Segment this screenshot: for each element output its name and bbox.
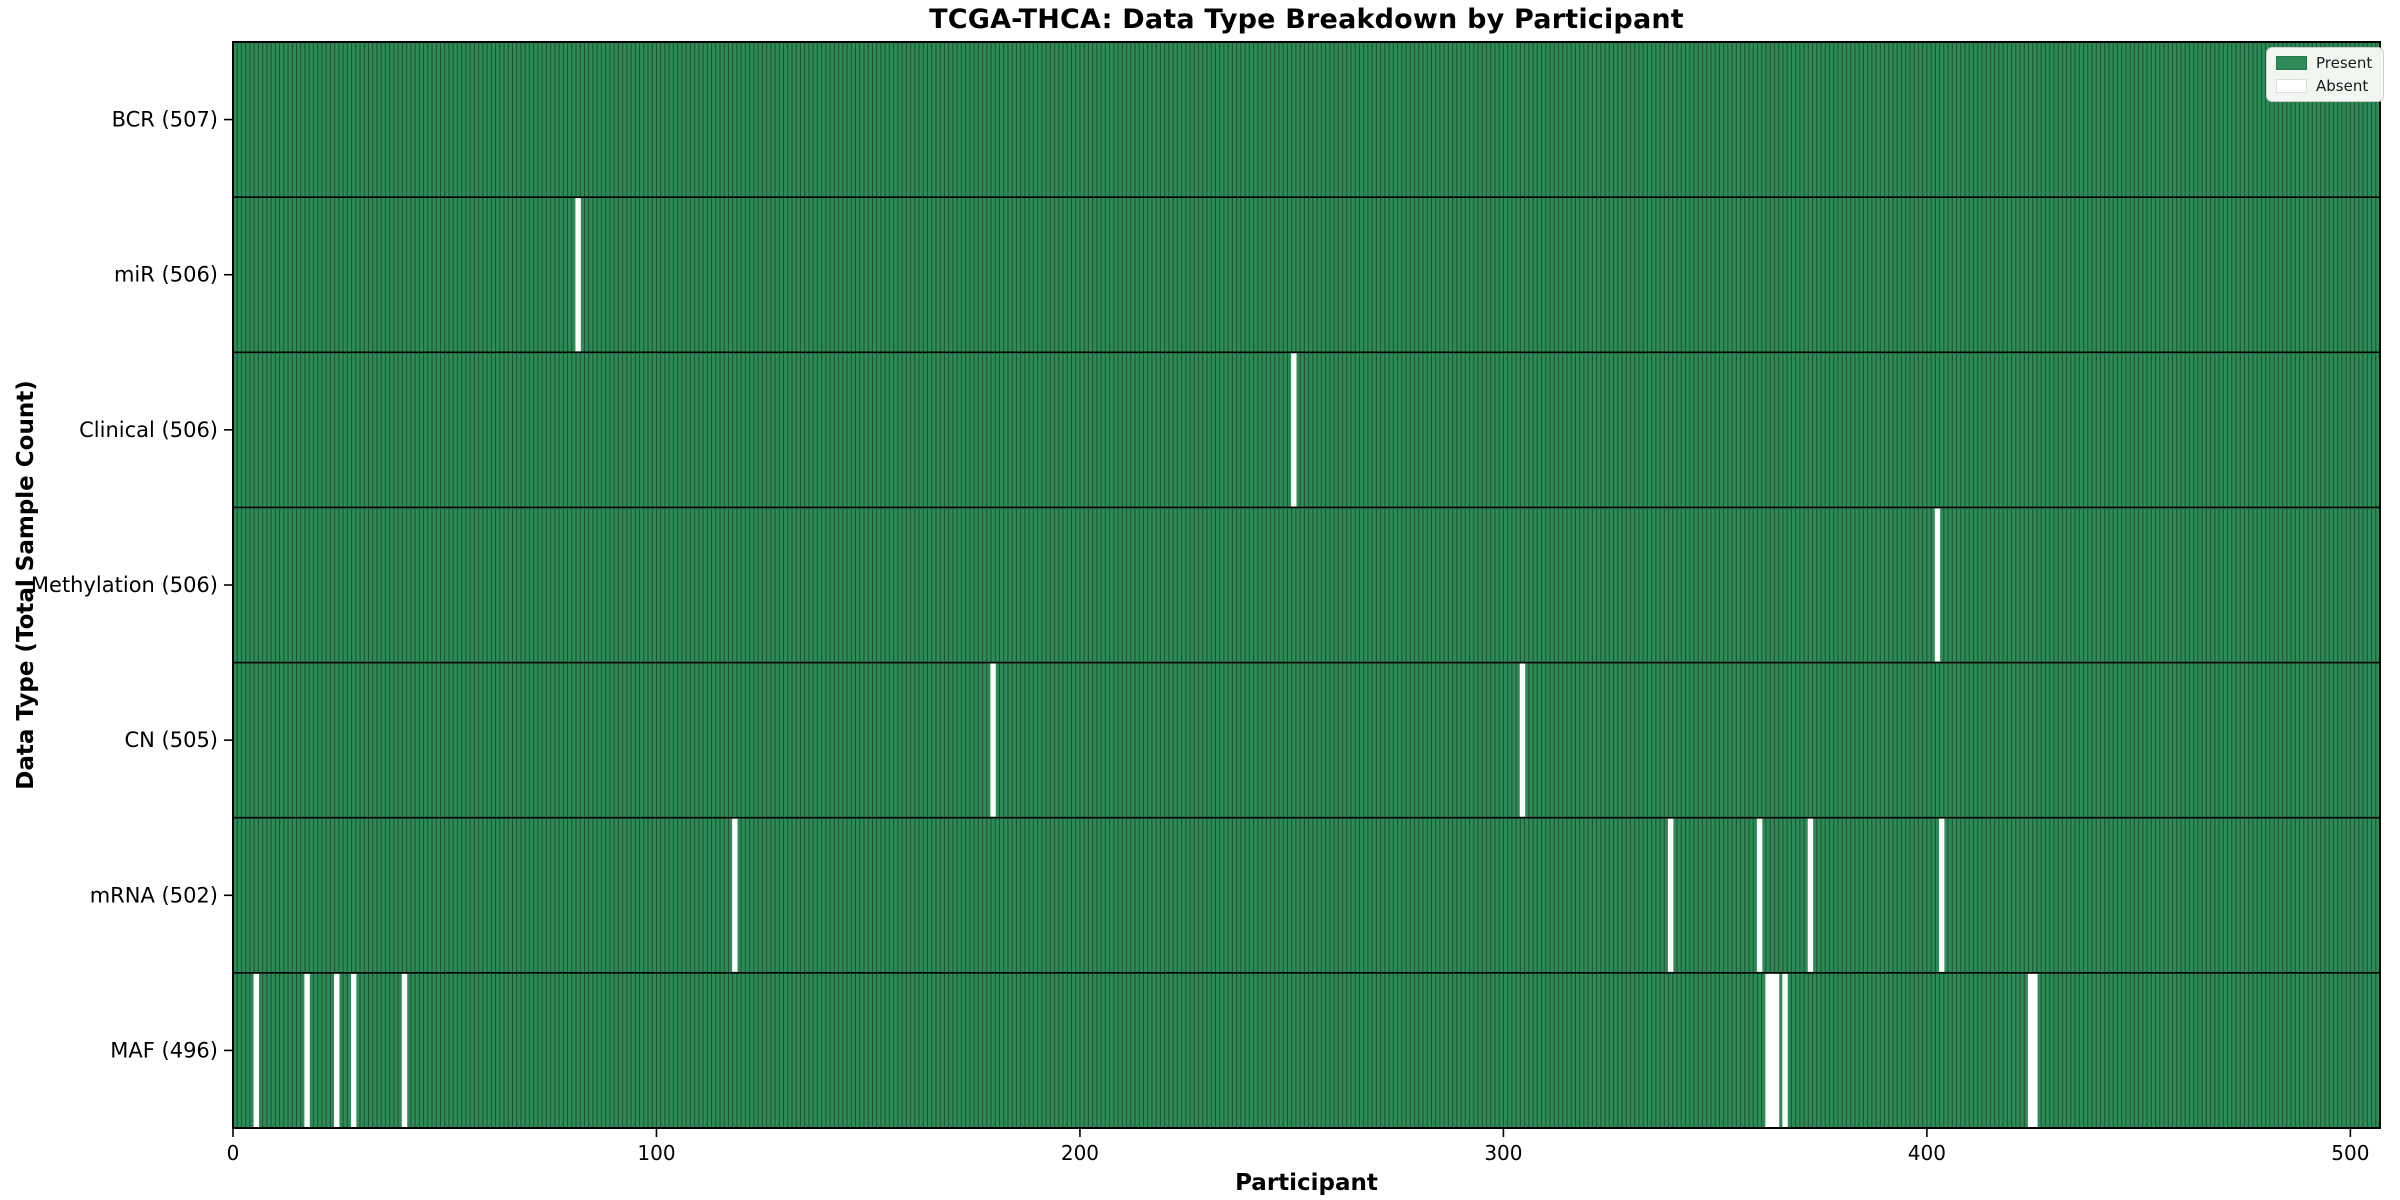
absent-swatch-icon bbox=[2276, 79, 2307, 93]
absent-gap-MAF-362 bbox=[1765, 973, 1771, 1127]
absent-gap-miR-81 bbox=[575, 198, 581, 352]
x-axis-label: Participant bbox=[1235, 1170, 1378, 1196]
absent-gap-MAF-24 bbox=[334, 973, 340, 1127]
absent-gap-mRNA-403 bbox=[1938, 818, 1945, 972]
absent-gap-MAF-366 bbox=[1782, 973, 1788, 1127]
legend-entry-absent: Absent bbox=[2276, 78, 2372, 94]
absent-gap-MAF-364 bbox=[1773, 973, 1780, 1127]
absent-gap-MAF-28 bbox=[350, 973, 357, 1127]
absent-gap-MAF-424 bbox=[2027, 973, 2034, 1127]
chart-title: TCGA-THCA: Data Type Breakdown by Partic… bbox=[929, 4, 1684, 35]
legend-entry-present: Present bbox=[2276, 55, 2372, 71]
y-tick-label-Clinical: Clinical (506) bbox=[79, 418, 218, 442]
absent-gap-MAF-17 bbox=[304, 973, 310, 1127]
legend-label-present: Present bbox=[2316, 54, 2373, 72]
absent-gap-MAF-363 bbox=[1769, 973, 1776, 1127]
present-field bbox=[233, 42, 2380, 1128]
y-tick-label-Methylation: Methylation (506) bbox=[31, 573, 218, 597]
absent-gap-MAF-5 bbox=[253, 973, 259, 1127]
legend-label-absent: Absent bbox=[2316, 77, 2369, 95]
x-tick-label-200: 200 bbox=[1061, 1141, 1099, 1165]
absent-gap-mRNA-339 bbox=[1667, 818, 1674, 972]
y-tick-label-BCR: BCR (507) bbox=[112, 108, 218, 132]
absent-gap-Clinical-250 bbox=[1291, 353, 1297, 507]
absent-gap-Methylation-402 bbox=[1934, 508, 1941, 662]
x-tick-label-300: 300 bbox=[1484, 1141, 1522, 1165]
absent-gap-mRNA-118 bbox=[732, 818, 738, 972]
x-tick-label-0: 0 bbox=[227, 1141, 240, 1165]
legend: Present Absent bbox=[2266, 47, 2385, 102]
absent-gap-mRNA-372 bbox=[1807, 818, 1814, 972]
present-swatch-icon bbox=[2276, 56, 2307, 70]
absent-gap-CN-179 bbox=[990, 663, 996, 817]
absent-gap-CN-304 bbox=[1519, 663, 1526, 817]
y-axis-label: Data Type (Total Sample Count) bbox=[13, 380, 39, 790]
y-tick-label-CN: CN (505) bbox=[124, 728, 218, 752]
y-tick-label-mRNA: mRNA (502) bbox=[90, 883, 218, 907]
y-tick-label-miR: miR (506) bbox=[114, 263, 218, 287]
absent-gap-MAF-425 bbox=[2032, 973, 2038, 1127]
absent-gap-mRNA-360 bbox=[1756, 818, 1763, 972]
x-tick-label-400: 400 bbox=[1908, 1141, 1946, 1165]
absent-gap-MAF-40 bbox=[401, 973, 408, 1127]
x-tick-label-100: 100 bbox=[637, 1141, 675, 1165]
y-tick-label-MAF: MAF (496) bbox=[110, 1038, 218, 1062]
x-tick-label-500: 500 bbox=[2331, 1141, 2369, 1165]
bar-edges bbox=[232, 42, 2381, 1128]
